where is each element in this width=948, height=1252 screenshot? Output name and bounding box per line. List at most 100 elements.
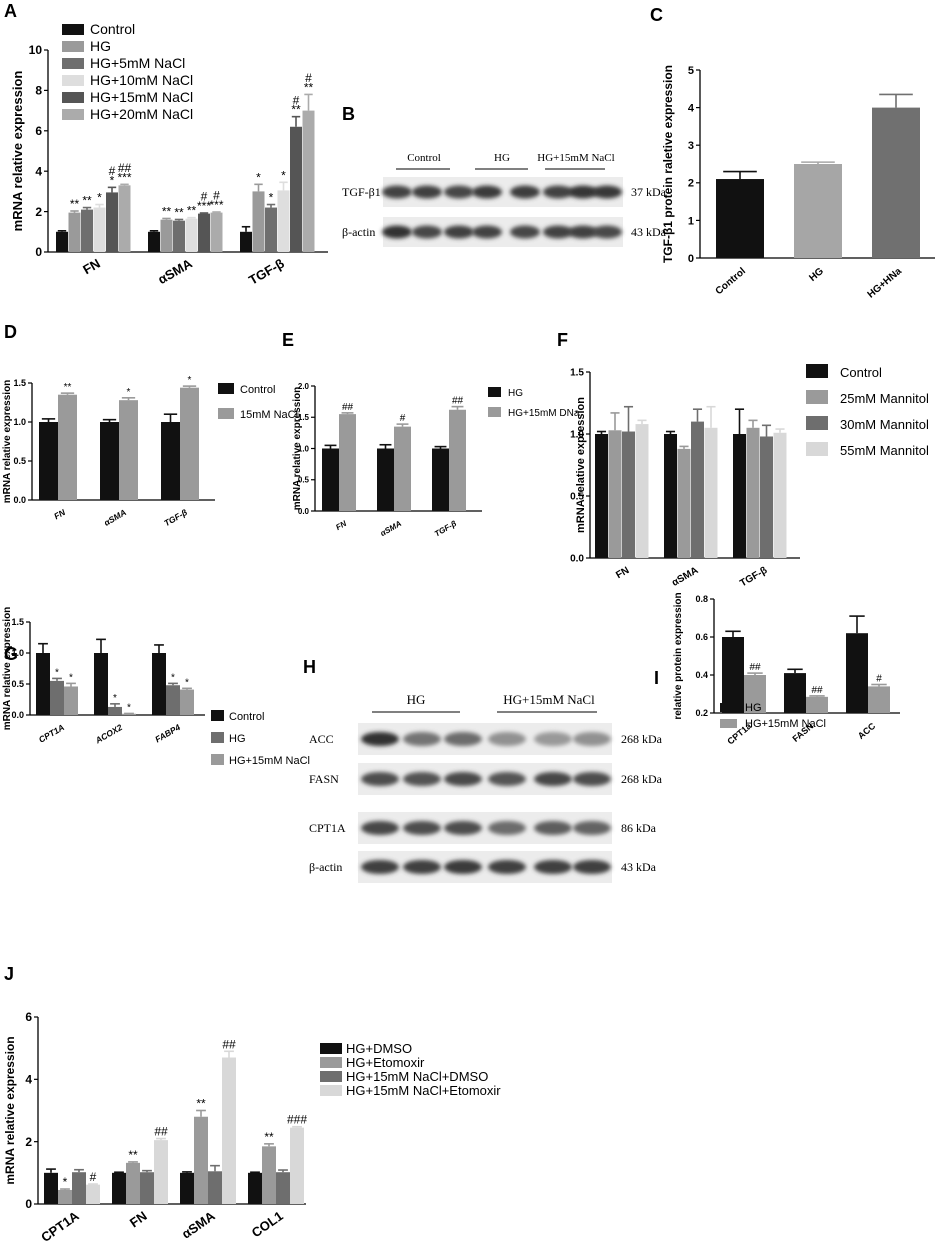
- y-tick-label: 4: [688, 102, 695, 114]
- bar-E-2-0: [432, 448, 449, 511]
- legend-swatch: [488, 407, 501, 417]
- bar-J-0-0: [44, 1172, 58, 1204]
- bar-D-1-1: [119, 400, 138, 500]
- y-tick-label: 4: [35, 164, 42, 178]
- blot-band: [444, 732, 482, 746]
- error-bar: [324, 444, 337, 449]
- y-tick-label: 2.0: [298, 382, 310, 391]
- chart-panel-F: 0.0 0.5 1.0 1.5 mRNA relative expression FN αS…: [570, 364, 929, 589]
- error-bar: [379, 443, 392, 449]
- blot-group-label: HG+15mM NaCl: [503, 692, 595, 707]
- legend-label: HG+15mM NaCl: [229, 755, 310, 767]
- blot-band: [543, 225, 573, 239]
- legend-label: HG: [229, 733, 246, 745]
- blot-band: [472, 185, 502, 199]
- blot-band: [444, 225, 474, 239]
- significance-label: #: [90, 1170, 97, 1184]
- bar-G-0-1: [50, 680, 64, 715]
- blot-band: [573, 860, 611, 874]
- error-bar: [128, 1161, 138, 1163]
- blot-band: [573, 772, 611, 786]
- bar-A-0-1: [68, 212, 81, 252]
- significance-label: *: [185, 677, 189, 688]
- y-tick-label: 10: [29, 43, 43, 57]
- bar-E-1-1: [394, 426, 411, 511]
- error-bar: [66, 682, 76, 687]
- error-bar: [266, 203, 276, 208]
- bar-A-2-1: [252, 191, 265, 252]
- bar-D-0-1: [58, 394, 77, 500]
- y-tick-label: 1.0: [13, 417, 26, 427]
- significance-label: ##: [342, 402, 354, 413]
- error-bar: [665, 430, 676, 434]
- y-tick-label: 1.0: [11, 648, 24, 658]
- bar-F-0-1: [608, 430, 622, 558]
- blot-band: [444, 185, 474, 199]
- y-tick-label: 0.5: [13, 456, 26, 466]
- bar-J-2-3: [222, 1057, 236, 1204]
- y-tick-label: 6: [35, 124, 42, 138]
- y-axis-label: mRNA relative expression: [10, 71, 25, 232]
- significance-label: #: [876, 674, 882, 685]
- category-label: COL1: [249, 1208, 286, 1240]
- bar-G-0-0: [36, 653, 50, 715]
- bar-A-0-4: [106, 192, 118, 252]
- legend-swatch: [62, 75, 84, 86]
- significance-label: **: [64, 382, 72, 393]
- legend-label: 30mM Mannitol: [840, 417, 929, 432]
- blot-band: [488, 860, 526, 874]
- bar-J-1-1: [126, 1162, 140, 1204]
- blot-band: [534, 772, 572, 786]
- bar-J-3-3: [290, 1127, 304, 1204]
- panel-letter-E: E: [282, 330, 294, 350]
- bar-C-2-0: [872, 107, 920, 258]
- bar-A-1-2: [173, 220, 185, 252]
- significance-label: *: [269, 191, 274, 205]
- error-bar: [304, 93, 313, 111]
- error-bar: [279, 181, 288, 191]
- category-label: FN: [334, 519, 348, 532]
- bar-E-2-1: [449, 409, 466, 511]
- legend-swatch: [806, 364, 828, 378]
- error-bar: [96, 638, 106, 653]
- significance-label: ##: [222, 1037, 236, 1051]
- error-bar: [692, 408, 703, 422]
- legend-swatch: [806, 442, 828, 456]
- bar-J-2-2: [208, 1171, 222, 1204]
- legend-label: HG+20mM NaCl: [90, 106, 193, 122]
- significance-label: *: [256, 170, 261, 184]
- blot-band: [534, 821, 572, 835]
- significance-label: ##: [749, 662, 761, 673]
- significance-label: *: [171, 672, 175, 683]
- error-bar: [149, 229, 159, 232]
- bar-D-2-0: [161, 422, 180, 500]
- bar-D-2-1: [180, 387, 199, 500]
- blot-group-label: HG+15mM NaCl: [537, 152, 614, 164]
- bar-F-1-1: [677, 448, 691, 558]
- error-bar: [761, 424, 772, 437]
- error-bar: [174, 218, 184, 221]
- western-blot-B: Control HG HG+15mM NaCl TGF-β1 37 kDa β-actin…: [342, 152, 667, 247]
- bar-J-1-2: [140, 1172, 154, 1204]
- legend-label: Control: [840, 365, 882, 380]
- significance-label: **: [162, 204, 172, 218]
- bar-A-0-0: [56, 231, 68, 252]
- panel-letter-A: A: [4, 1, 17, 21]
- significance-label: **: [196, 1097, 206, 1111]
- error-bar: [787, 668, 803, 674]
- significance-label: *: [97, 191, 102, 205]
- legend-label: 25mM Mannitol: [840, 391, 929, 406]
- blot-row-label: CPT1A: [309, 821, 346, 835]
- error-bar: [623, 405, 634, 432]
- y-tick-label: 0.5: [570, 492, 584, 503]
- blot-row-label: ACC: [309, 732, 334, 746]
- y-tick-label: 0.0: [298, 507, 310, 516]
- significance-label: ##: [452, 396, 464, 407]
- error-bar: [196, 1109, 206, 1117]
- blot-kda-label: 43 kDa: [631, 225, 667, 239]
- y-tick-label: 0.0: [11, 710, 24, 720]
- bar-F-0-3: [635, 424, 649, 558]
- legend-label: HG+15mM DNa: [508, 408, 580, 419]
- legend-label: HG: [90, 38, 111, 54]
